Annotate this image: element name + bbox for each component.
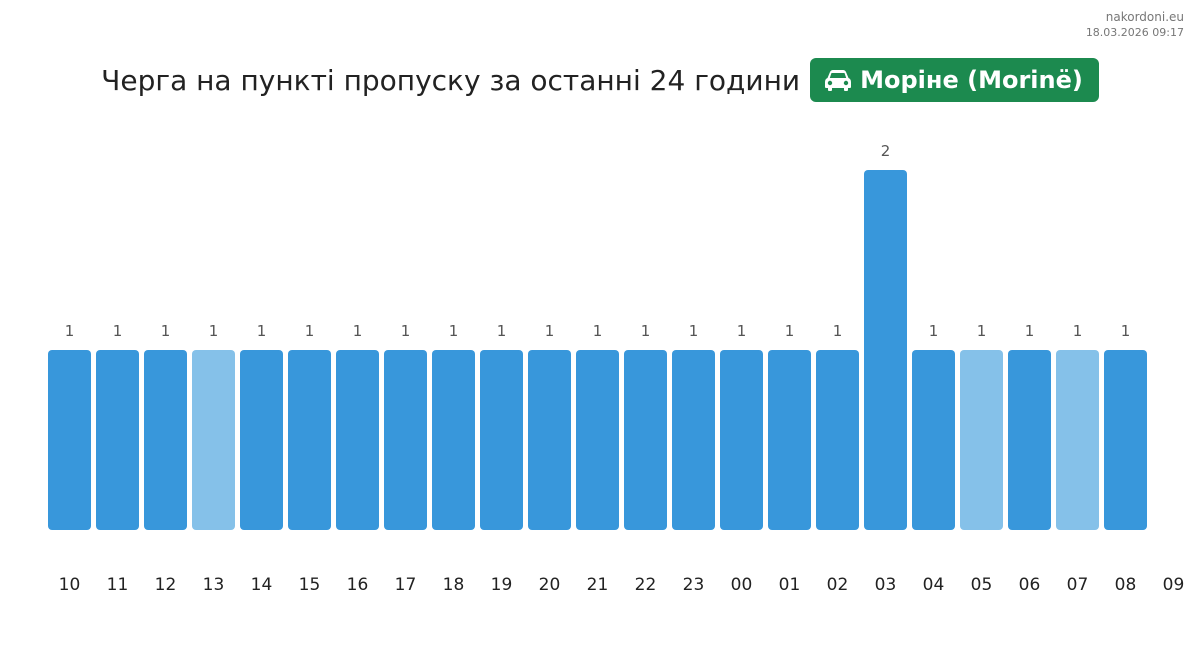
bar-08 <box>1104 350 1147 530</box>
bar-23 <box>672 350 715 530</box>
value-label-11: 1 <box>113 322 123 340</box>
border-crossing-badge: Моріне (Morinë) <box>810 58 1099 102</box>
title-row: Черга на пункті пропуску за останні 24 г… <box>0 58 1200 102</box>
tick-label-08: 08 <box>1115 575 1137 595</box>
bar-14 <box>240 350 283 530</box>
tick-label-12: 12 <box>155 575 177 595</box>
value-label-13: 1 <box>209 322 219 340</box>
bar-10 <box>48 350 91 530</box>
tick-label-13: 13 <box>203 575 225 595</box>
tick-label-05: 05 <box>971 575 993 595</box>
tick-label-14: 14 <box>251 575 273 595</box>
bar-22 <box>624 350 667 530</box>
page-title: Черга на пункті пропуску за останні 24 г… <box>101 63 801 97</box>
tick-label-02: 02 <box>827 575 849 595</box>
tick-label-19: 19 <box>491 575 513 595</box>
bar-03 <box>864 170 907 530</box>
value-label-02: 1 <box>833 322 843 340</box>
tick-label-10: 10 <box>59 575 81 595</box>
border-crossing-name: Моріне (Morinë) <box>860 66 1083 94</box>
value-label-03: 2 <box>881 142 891 160</box>
value-label-18: 1 <box>449 322 459 340</box>
value-label-06: 1 <box>1025 322 1035 340</box>
bar-19 <box>480 350 523 530</box>
bar-16 <box>336 350 379 530</box>
bar-04 <box>912 350 955 530</box>
bar-00 <box>720 350 763 530</box>
value-label-12: 1 <box>161 322 171 340</box>
value-label-14: 1 <box>257 322 267 340</box>
bar-02 <box>816 350 859 530</box>
tick-label-16: 16 <box>347 575 369 595</box>
tick-label-17: 17 <box>395 575 417 595</box>
tick-label-20: 20 <box>539 575 561 595</box>
tick-label-21: 21 <box>587 575 609 595</box>
value-label-22: 1 <box>641 322 651 340</box>
bar-05 <box>960 350 1003 530</box>
tick-label-00: 00 <box>731 575 753 595</box>
value-label-05: 1 <box>977 322 987 340</box>
tick-label-01: 01 <box>779 575 801 595</box>
tick-label-04: 04 <box>923 575 945 595</box>
value-label-00: 1 <box>737 322 747 340</box>
bar-07 <box>1056 350 1099 530</box>
value-label-10: 1 <box>65 322 75 340</box>
value-label-23: 1 <box>689 322 699 340</box>
tick-label-07: 07 <box>1067 575 1089 595</box>
tick-label-15: 15 <box>299 575 321 595</box>
tick-label-03: 03 <box>875 575 897 595</box>
source-timestamp: 18.03.2026 09:17 <box>1085 26 1184 39</box>
car-icon <box>824 68 852 92</box>
tick-label-22: 22 <box>635 575 657 595</box>
value-label-04: 1 <box>929 322 939 340</box>
value-label-15: 1 <box>305 322 315 340</box>
bar-01 <box>768 350 811 530</box>
tick-label-06: 06 <box>1019 575 1041 595</box>
value-label-01: 1 <box>785 322 795 340</box>
value-label-21: 1 <box>593 322 603 340</box>
bar-20 <box>528 350 571 530</box>
tick-label-09: 09 <box>1163 575 1185 595</box>
bar-12 <box>144 350 187 530</box>
value-label-08: 1 <box>1121 322 1131 340</box>
value-label-19: 1 <box>497 322 507 340</box>
value-label-16: 1 <box>353 322 363 340</box>
value-label-07: 1 <box>1073 322 1083 340</box>
value-label-20: 1 <box>545 322 555 340</box>
source-site: nakordoni.eu <box>1105 10 1184 24</box>
bar-11 <box>96 350 139 530</box>
bar-15 <box>288 350 331 530</box>
tick-label-11: 11 <box>107 575 129 595</box>
bar-17 <box>384 350 427 530</box>
source-info: nakordoni.eu 18.03.2026 09:17 <box>1086 9 1184 41</box>
bar-18 <box>432 350 475 530</box>
tick-label-23: 23 <box>683 575 705 595</box>
bar-13 <box>192 350 235 530</box>
bar-06 <box>1008 350 1051 530</box>
value-label-17: 1 <box>401 322 411 340</box>
bar-21 <box>576 350 619 530</box>
tick-label-18: 18 <box>443 575 465 595</box>
